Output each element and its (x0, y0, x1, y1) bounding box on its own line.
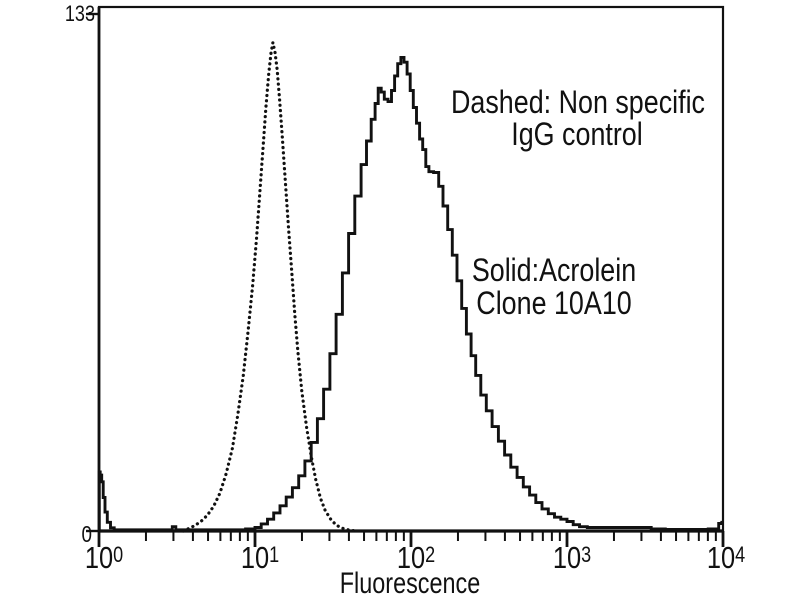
x-tick-base: 10 (240, 540, 270, 575)
dashed-series-annotation: Dashed: Non specific IgG control (451, 84, 705, 152)
dashed-igg-control-curve (181, 42, 358, 533)
x-tick-exponent: 0 (113, 542, 124, 567)
x-tick-label-10e3: 103 (553, 540, 591, 576)
y-axis-max-label: 133 (64, 1, 95, 26)
solid-series-annotation: Solid:Acrolein Clone 10A10 (428, 254, 680, 320)
x-tick-exponent: 3 (581, 542, 592, 567)
x-tick-label-10e1: 101 (241, 540, 279, 576)
y-axis-min-label: 0 (81, 521, 92, 547)
x-tick-label-10e2: 102 (397, 540, 435, 576)
x-tick-base: 10 (706, 540, 736, 575)
x-tick-exponent: 2 (425, 542, 436, 567)
solid-annotation-line1: Solid:Acrolein (471, 252, 637, 288)
solid-annotation-line2: Clone 10A10 (476, 285, 632, 321)
x-tick-exponent: 1 (269, 542, 280, 567)
x-axis-title: Fluorescence (339, 567, 481, 600)
x-tick-base: 10 (552, 540, 582, 575)
solid-acrolein-curve (97, 55, 724, 533)
x-tick-label-10e0: 100 (85, 540, 123, 576)
dashed-annotation-line1: Dashed: Non specific (451, 84, 705, 120)
x-tick-exponent: 4 (735, 542, 746, 567)
x-tick-base: 10 (396, 540, 426, 575)
x-tick-label-10e4: 104 (707, 540, 745, 576)
x-tick-base: 10 (84, 540, 114, 575)
dashed-annotation-line2: IgG control (511, 116, 643, 152)
